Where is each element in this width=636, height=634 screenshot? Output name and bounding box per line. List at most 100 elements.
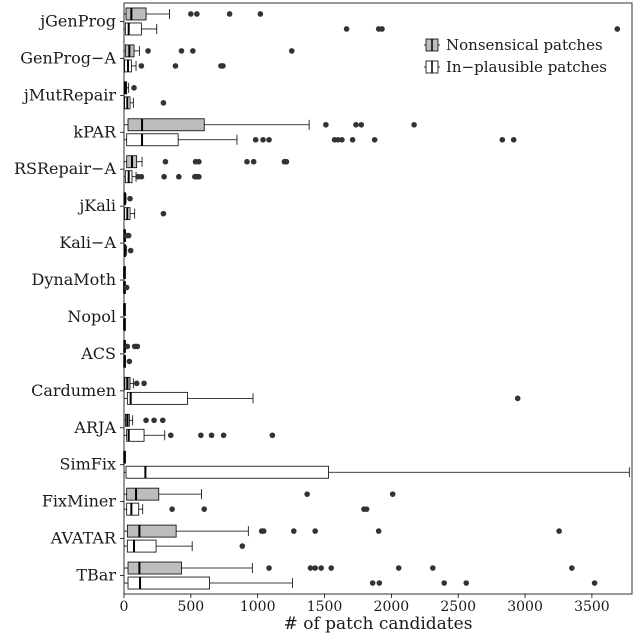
nonsensical-box: [123, 81, 137, 95]
outlier-point: [194, 11, 200, 17]
outlier-point: [169, 506, 175, 512]
outlier-point: [307, 565, 314, 571]
box-iqr: [126, 524, 177, 538]
x-tick-label: 500: [177, 599, 204, 615]
category-label: ACS: [80, 344, 116, 363]
plot-area: 0 500 1000 1500 2000 2500 3000 3500 # of patch c…: [14, 2, 633, 634]
outlier-point: [369, 580, 376, 586]
nonsensical-box: [124, 7, 264, 21]
outlier-point: [304, 491, 310, 497]
outlier-point: [510, 136, 517, 143]
box-iqr: [125, 465, 329, 479]
outlier-point: [196, 158, 202, 165]
outlier-point: [614, 26, 621, 32]
box-iqr: [126, 133, 179, 147]
inplausible-box: [123, 355, 133, 368]
outlier-point: [178, 48, 185, 54]
outlier-point: [250, 158, 257, 165]
outlier-point: [591, 580, 598, 586]
outlier-point: [335, 136, 341, 143]
box-iqr: [127, 118, 205, 132]
outlier-point: [353, 121, 359, 128]
outlier-point: [138, 63, 145, 69]
outlier-point: [125, 232, 132, 239]
box-iqr: [126, 428, 145, 442]
nonsensical-box: [124, 155, 290, 169]
x-tick-label: 3000: [507, 599, 543, 615]
outlier-point: [172, 63, 179, 69]
outlier-point: [198, 432, 204, 439]
category-label: GenProg−A: [20, 48, 116, 67]
outlier-point: [266, 565, 272, 571]
box-iqr: [126, 391, 188, 405]
outlier-point: [318, 565, 324, 571]
box-iqr: [126, 502, 140, 516]
inplausible-box: [124, 59, 226, 73]
outlier-point: [375, 528, 382, 534]
category-label: jMutRepair: [22, 85, 116, 104]
x-tick-label: 0: [120, 599, 129, 615]
box-iqr: [127, 576, 210, 590]
outlier-point: [124, 343, 131, 350]
inplausible-box: [124, 207, 167, 221]
nonsensical-box: [123, 303, 126, 316]
x-tick-label: 1500: [307, 599, 343, 615]
nonsensical-box: [123, 266, 126, 279]
outlier-point: [260, 136, 266, 143]
legend: Nonsensical patches In−plausible patches: [424, 36, 607, 76]
outlier-point: [133, 380, 140, 387]
inplausible-box: [124, 539, 246, 553]
inplausible-box: [124, 22, 621, 36]
outlier-point: [134, 343, 141, 350]
outlier-point: [349, 136, 356, 143]
inplausible-box: [124, 133, 517, 147]
x-tick-label: 3500: [574, 599, 610, 615]
outlier-point: [463, 580, 470, 586]
outlier-point: [151, 417, 157, 424]
category-label: ARJA: [73, 418, 116, 437]
outlier-point: [244, 158, 250, 165]
nonsensical-box: [124, 524, 562, 538]
x-tick-label: 1000: [240, 599, 276, 615]
outlier-point: [363, 506, 370, 512]
nonsensical-box: [123, 340, 141, 353]
outlier-point: [220, 63, 226, 69]
outlier-point: [176, 173, 182, 180]
inplausible-box: [124, 502, 370, 516]
outlier-point: [379, 26, 385, 32]
outlier-point: [131, 85, 137, 91]
nonsensical-box: [123, 450, 126, 464]
outlier-point: [127, 195, 133, 202]
nonsensical-box: [124, 44, 295, 58]
outlier-point: [269, 432, 276, 439]
category-label: kPAR: [73, 122, 117, 141]
outlier-point: [220, 432, 227, 439]
category-label: Nopol: [67, 307, 116, 326]
outlier-point: [323, 121, 329, 128]
box-iqr: [126, 487, 160, 501]
outlier-point: [226, 11, 233, 17]
category-label: RSRepair−A: [14, 159, 116, 178]
inplausible-box: [124, 391, 521, 405]
box-iqr: [127, 561, 182, 575]
nonsensical-box: [124, 118, 417, 132]
legend-label: Nonsensical patches: [446, 36, 603, 54]
outlier-point: [167, 432, 174, 439]
inplausible-box: [123, 281, 130, 294]
outlier-point: [395, 565, 402, 571]
outlier-point: [239, 543, 246, 549]
x-axis-label: # of patch candidates: [284, 614, 473, 634]
nonsensical-box: [123, 192, 133, 206]
inplausible-box: [124, 170, 202, 184]
inplausible-box: [124, 96, 167, 110]
outlier-point: [196, 173, 202, 180]
x-tick-label: 2000: [374, 599, 410, 615]
box-iqr: [125, 7, 147, 21]
outlier-point: [160, 210, 167, 217]
nonsensical-box: [124, 561, 575, 575]
outlier-point: [260, 528, 267, 534]
x-tick-label: 2500: [440, 599, 476, 615]
nonsensical-box: [124, 487, 396, 501]
inplausible-box: [124, 576, 598, 590]
